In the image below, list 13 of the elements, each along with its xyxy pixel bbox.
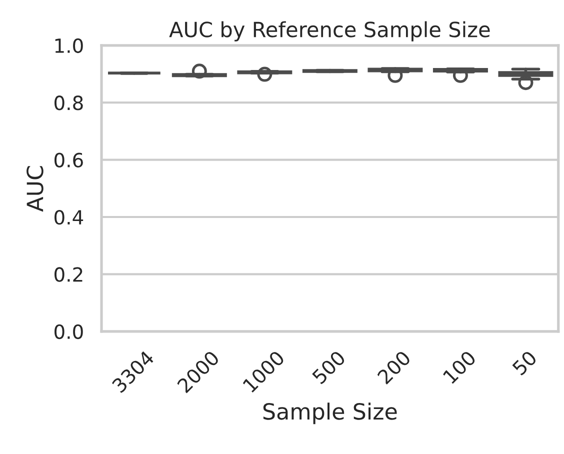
x-tick-label: 500	[311, 350, 346, 385]
x-tick-label: 100	[442, 350, 477, 384]
y-tick-label: 0.4	[54, 210, 84, 225]
y-axis-title: AUC	[26, 166, 44, 212]
x-axis-title: Sample Size	[263, 402, 397, 424]
y-tick-label: 0.8	[54, 96, 83, 110]
y-tick-label: 0.6	[54, 152, 83, 168]
x-tick-label: 50	[512, 350, 538, 376]
chart-title: AUC by Reference Sample Size	[169, 21, 490, 42]
y-tick-label: 0.0	[54, 324, 83, 340]
y-tick-label: 0.2	[54, 267, 82, 282]
x-tick-label: 200	[376, 350, 412, 385]
y-tick-label: 1.0	[55, 38, 83, 54]
